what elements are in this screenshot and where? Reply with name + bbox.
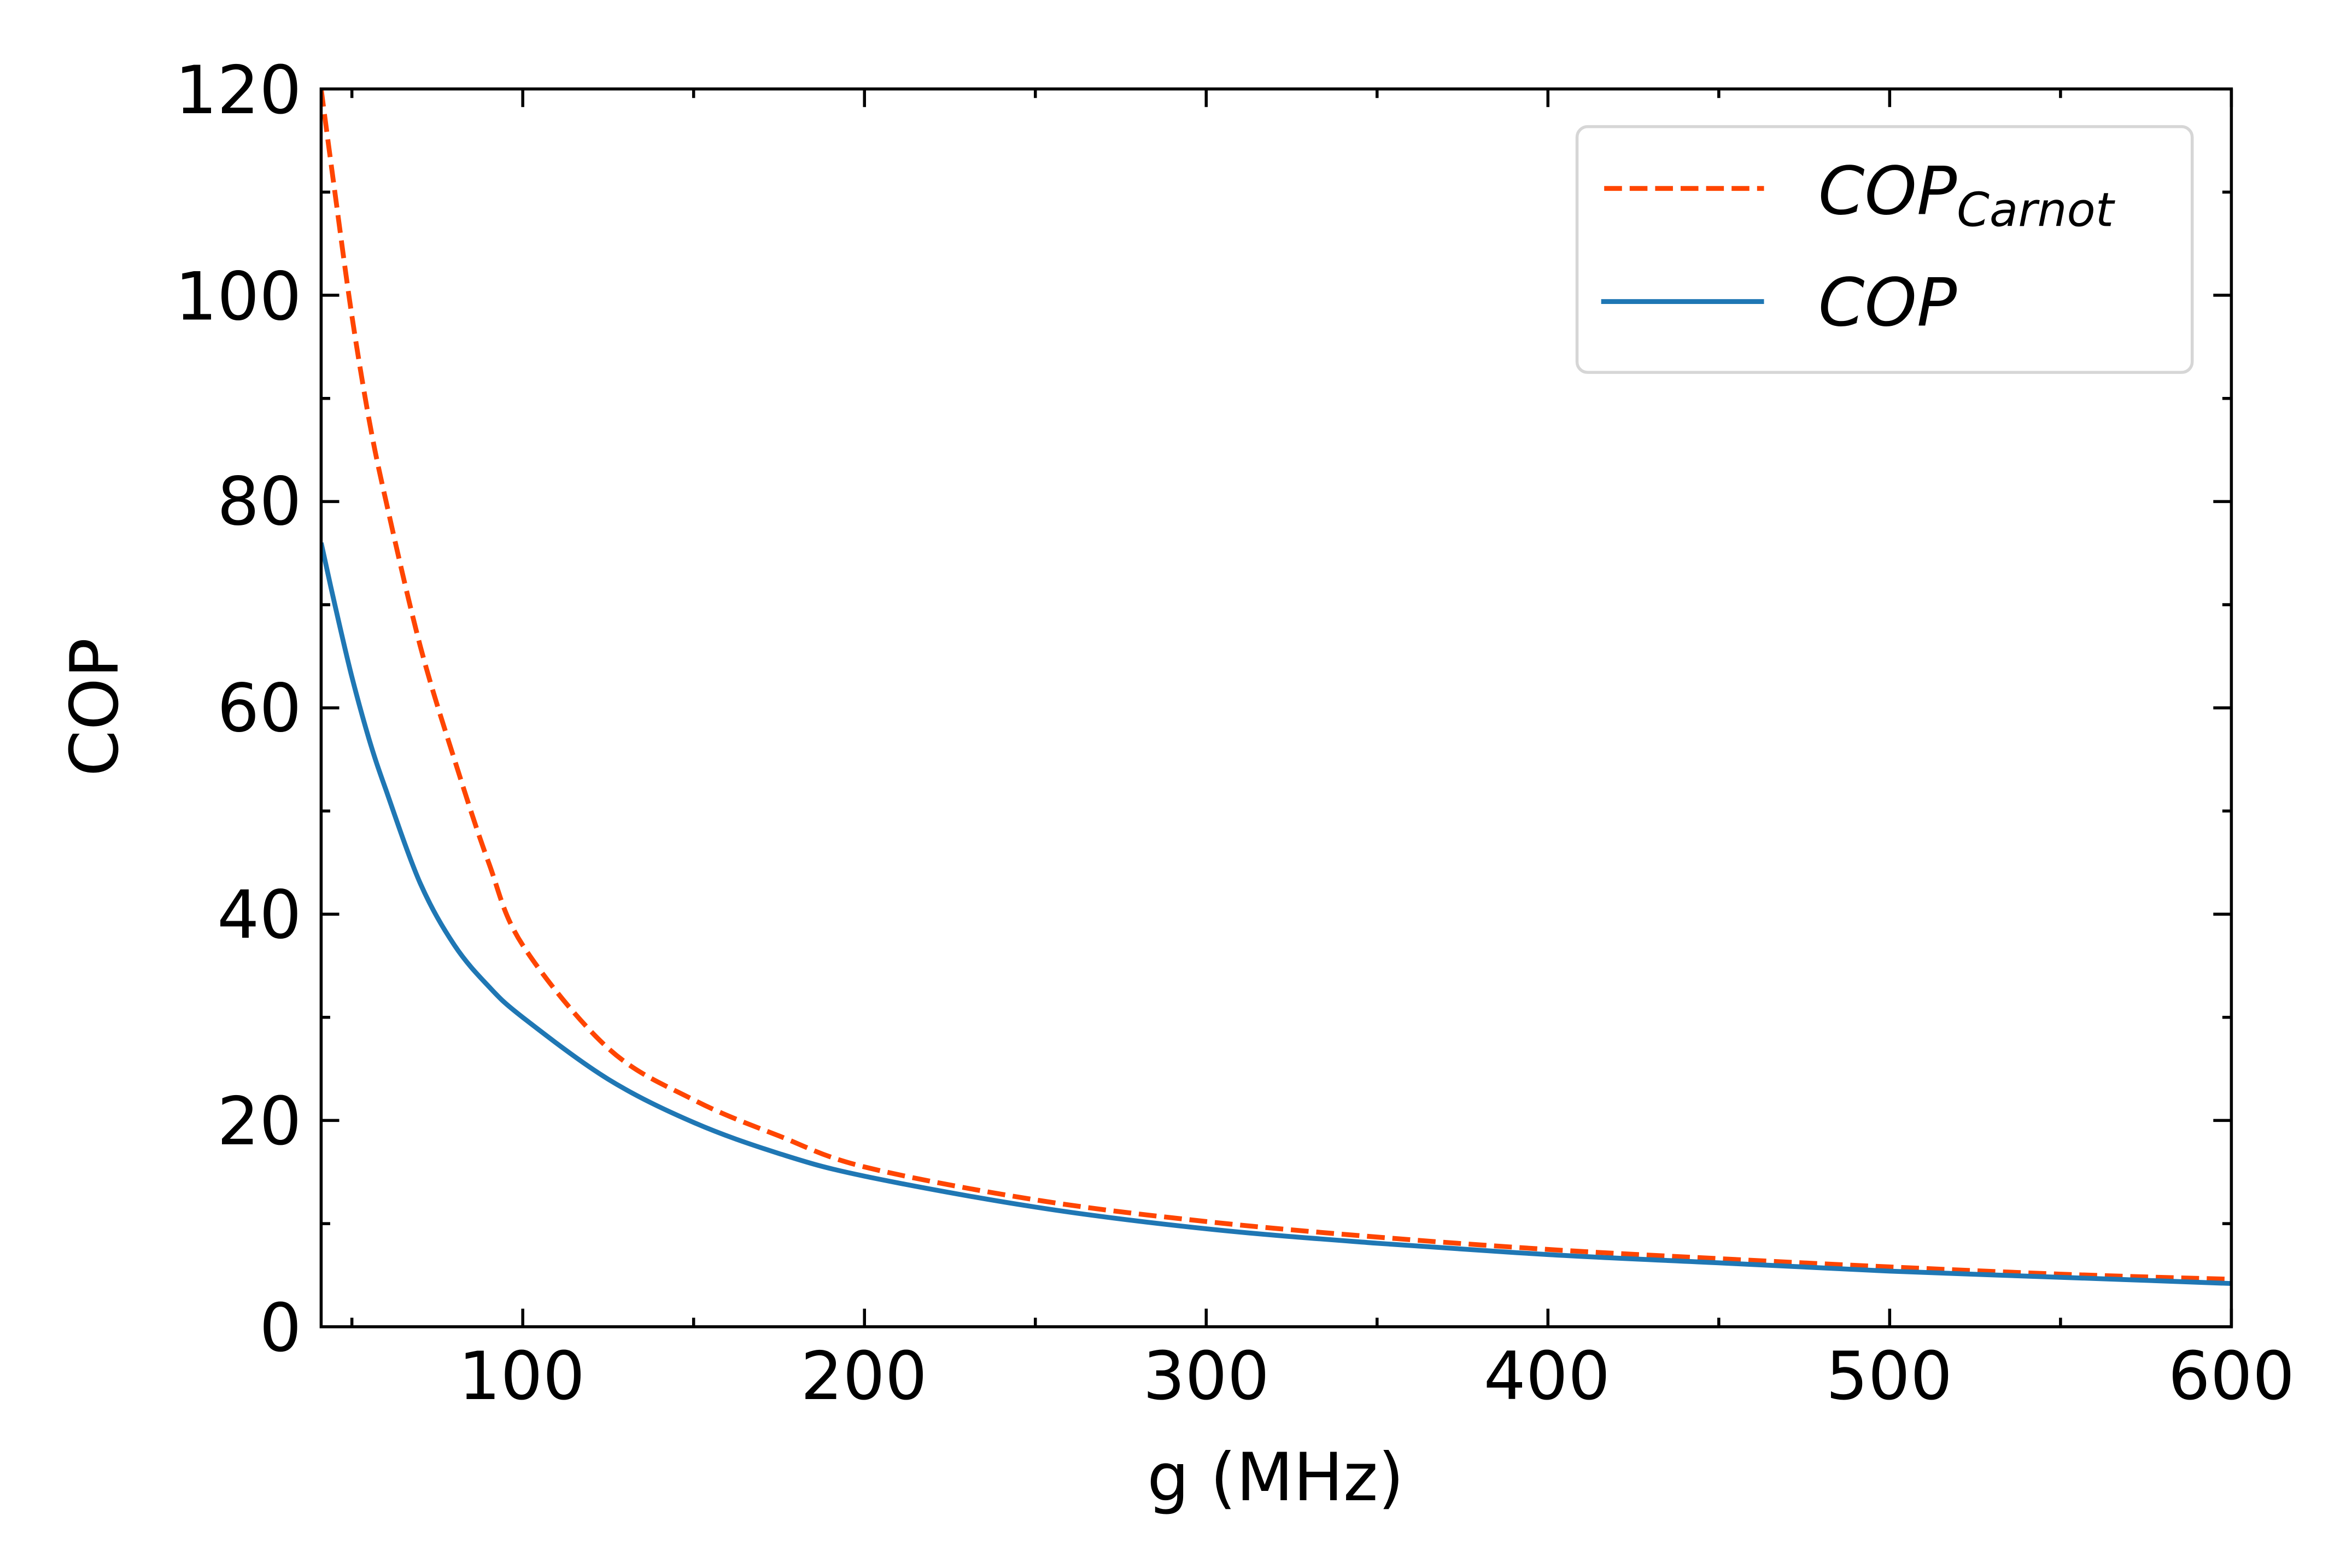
carnot-curve <box>321 89 2232 1282</box>
x-axis-label: g (MHz) <box>1147 1438 1404 1516</box>
legend-label-carnot: COPCarnot <box>1818 153 2116 238</box>
axis-ticks <box>321 87 2233 1329</box>
cop-curve <box>321 542 2232 1286</box>
y-tick-label: 20 <box>217 1083 301 1160</box>
plot-area <box>321 89 2232 1286</box>
x-tick-label: 200 <box>800 1337 927 1415</box>
x-tick-label: 300 <box>1143 1337 1269 1415</box>
legend-box <box>1575 125 2194 374</box>
y-tick-label: 60 <box>217 669 301 747</box>
y-tick-label: 120 <box>175 51 302 129</box>
x-tick-label: 100 <box>458 1337 585 1415</box>
x-tick-label: 400 <box>1484 1337 1611 1415</box>
y-tick-label: 0 <box>259 1289 301 1367</box>
legend-label-cop: COP <box>1818 264 1957 342</box>
y-tick-label: 80 <box>217 463 301 541</box>
y-tick-label: 100 <box>175 258 302 336</box>
y-tick-label: 40 <box>217 876 301 953</box>
x-tick-labels: 100 200 300 400 500 600 <box>458 1337 2295 1415</box>
x-tick-label: 600 <box>2168 1337 2295 1415</box>
y-axis-label: COP <box>56 638 133 776</box>
x-tick-label: 500 <box>1826 1337 1953 1415</box>
y-tick-labels: 0 20 40 60 80 100 120 <box>175 51 302 1367</box>
legend: COPCarnot COP <box>1575 125 2194 374</box>
